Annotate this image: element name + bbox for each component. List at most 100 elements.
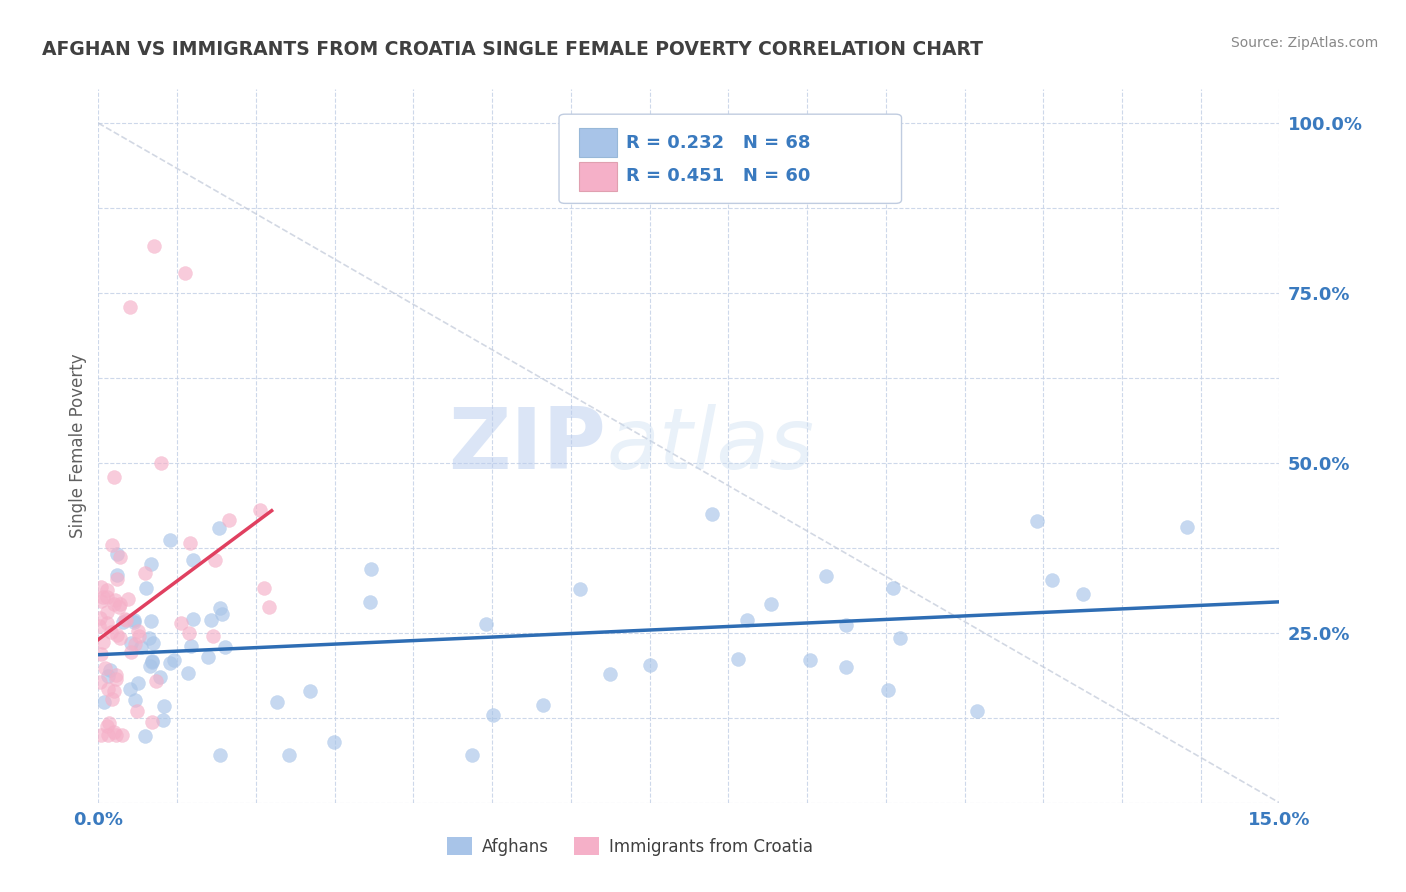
Point — [138, 631, 160, 645]
Point — [150, 456, 173, 470]
Point — [200, 613, 222, 627]
Point — [127, 704, 149, 718]
Point — [214, 640, 236, 655]
Point — [127, 624, 149, 639]
Point — [120, 682, 142, 697]
Point — [110, 549, 132, 564]
Point — [117, 592, 139, 607]
Point — [96, 669, 118, 683]
Point — [108, 632, 131, 646]
FancyBboxPatch shape — [579, 162, 617, 191]
Point — [141, 654, 163, 668]
Point — [835, 660, 858, 674]
Point — [298, 684, 321, 698]
Point — [103, 469, 125, 483]
Point — [152, 713, 174, 727]
Point — [110, 728, 132, 742]
FancyBboxPatch shape — [560, 114, 901, 203]
Point — [105, 572, 128, 586]
Point — [101, 691, 124, 706]
Point — [727, 651, 749, 665]
Point — [253, 581, 276, 595]
Point — [145, 674, 167, 689]
Point — [105, 568, 128, 582]
Text: ZIP: ZIP — [449, 404, 606, 488]
Point — [799, 653, 821, 667]
Point — [96, 591, 118, 605]
Point — [105, 672, 128, 686]
Point — [96, 582, 118, 597]
Point — [139, 659, 162, 673]
Point — [107, 547, 129, 561]
Point — [177, 625, 200, 640]
Point — [208, 600, 231, 615]
Text: R = 0.232   N = 68: R = 0.232 N = 68 — [626, 134, 811, 152]
Point — [101, 538, 124, 552]
Point — [90, 647, 112, 661]
Point — [702, 507, 724, 521]
Point — [759, 597, 782, 611]
Point — [277, 748, 299, 763]
Point — [91, 634, 114, 648]
Point — [153, 698, 176, 713]
Point — [89, 618, 111, 632]
Point — [142, 238, 165, 252]
Point — [135, 581, 157, 595]
Point — [122, 615, 145, 630]
Legend: Afghans, Immigrants from Croatia: Afghans, Immigrants from Croatia — [440, 830, 820, 863]
Text: Source: ZipAtlas.com: Source: ZipAtlas.com — [1230, 36, 1378, 50]
Point — [481, 707, 503, 722]
Point — [1040, 574, 1063, 588]
Text: R = 0.451   N = 60: R = 0.451 N = 60 — [626, 168, 811, 186]
Point — [129, 640, 152, 654]
Point — [103, 597, 125, 611]
Point — [181, 553, 204, 567]
Point — [814, 568, 837, 582]
Point — [103, 683, 125, 698]
Point — [179, 536, 201, 550]
Point — [89, 674, 111, 689]
Point — [882, 581, 904, 595]
Point — [249, 502, 271, 516]
Point — [97, 728, 120, 742]
Point — [638, 657, 661, 672]
Text: AFGHAN VS IMMIGRANTS FROM CROATIA SINGLE FEMALE POVERTY CORRELATION CHART: AFGHAN VS IMMIGRANTS FROM CROATIA SINGLE… — [42, 40, 983, 59]
Point — [531, 698, 554, 712]
Point — [889, 632, 911, 646]
Point — [120, 636, 142, 650]
Point — [105, 667, 128, 681]
Point — [139, 557, 162, 571]
Point — [1175, 519, 1198, 533]
Point — [170, 616, 193, 631]
Point — [128, 629, 150, 643]
Point — [359, 595, 381, 609]
Point — [142, 636, 165, 650]
Point — [159, 533, 181, 547]
Point — [835, 617, 858, 632]
Point — [966, 704, 988, 718]
Point — [599, 666, 621, 681]
Point — [96, 615, 118, 630]
Y-axis label: Single Female Poverty: Single Female Poverty — [69, 354, 87, 538]
Point — [107, 628, 129, 642]
Point — [103, 724, 125, 739]
Point — [93, 695, 115, 709]
Point — [141, 655, 163, 669]
Point — [141, 715, 163, 730]
Point — [114, 612, 136, 626]
Point — [139, 615, 162, 629]
Point — [91, 591, 114, 605]
Point — [197, 650, 219, 665]
Point — [176, 665, 198, 680]
Point — [877, 682, 900, 697]
Point — [98, 663, 121, 677]
Point — [204, 552, 226, 566]
Point — [735, 613, 758, 627]
Point — [90, 728, 112, 742]
Point — [111, 615, 134, 630]
Point — [207, 521, 229, 535]
Point — [360, 561, 382, 575]
Point — [120, 645, 142, 659]
Point — [475, 617, 498, 632]
Text: atlas: atlas — [606, 404, 814, 488]
